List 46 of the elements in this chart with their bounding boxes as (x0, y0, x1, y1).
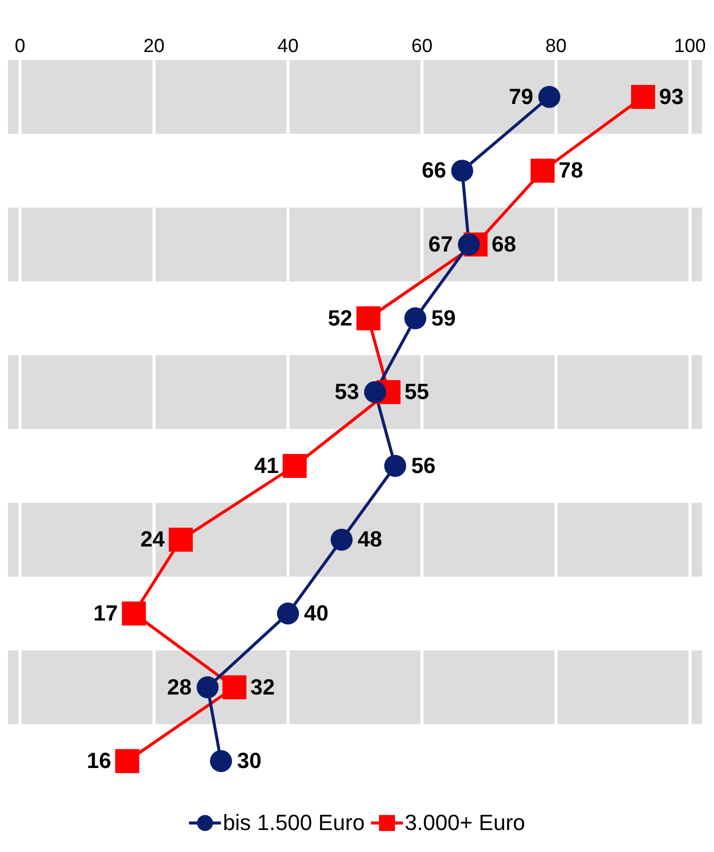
point (384, 454, 406, 477)
data-label: 56 (411, 452, 436, 478)
data-label: 17 (93, 600, 118, 626)
point (168, 528, 193, 552)
x-tick-label: 20 (143, 36, 165, 57)
point (364, 381, 386, 404)
data-label: 67 (428, 232, 453, 256)
point (538, 86, 560, 108)
x-tick-label: 60 (411, 36, 433, 57)
data-label: 28 (167, 674, 192, 700)
point (330, 528, 353, 551)
data-label: 52 (328, 305, 352, 330)
data-label: 55 (404, 379, 429, 404)
point (115, 749, 140, 774)
data-label: 66 (422, 158, 446, 183)
legend-label: bis 1.500 Euro (222, 810, 365, 836)
point (222, 675, 246, 700)
point (530, 158, 555, 183)
data-label: 16 (86, 748, 112, 774)
point (458, 234, 480, 256)
x-tick-label: 40 (277, 36, 299, 57)
data-label: 32 (250, 674, 275, 700)
x-tick-label: 80 (545, 36, 567, 57)
data-label: 40 (304, 600, 328, 626)
point (277, 602, 299, 624)
x-tick-label: 100 (674, 36, 706, 57)
data-label: 59 (431, 305, 456, 330)
data-label: 48 (358, 526, 382, 552)
point (631, 84, 656, 109)
point (282, 454, 307, 478)
data-label: 78 (558, 158, 584, 183)
data-label: 68 (492, 232, 516, 256)
data-label: 53 (334, 379, 360, 404)
point (122, 602, 146, 626)
point (210, 750, 232, 772)
point (451, 160, 474, 182)
point (356, 306, 380, 330)
data-label: 79 (508, 84, 534, 109)
point (196, 676, 219, 698)
data-label: 93 (659, 84, 684, 109)
data-label: 24 (140, 526, 166, 552)
x-tick-label: 0 (14, 36, 26, 57)
point (404, 307, 426, 330)
data-label: 30 (237, 748, 262, 774)
legend-label: 3.000+ Euro (404, 810, 526, 836)
data-label: 41 (254, 452, 279, 478)
